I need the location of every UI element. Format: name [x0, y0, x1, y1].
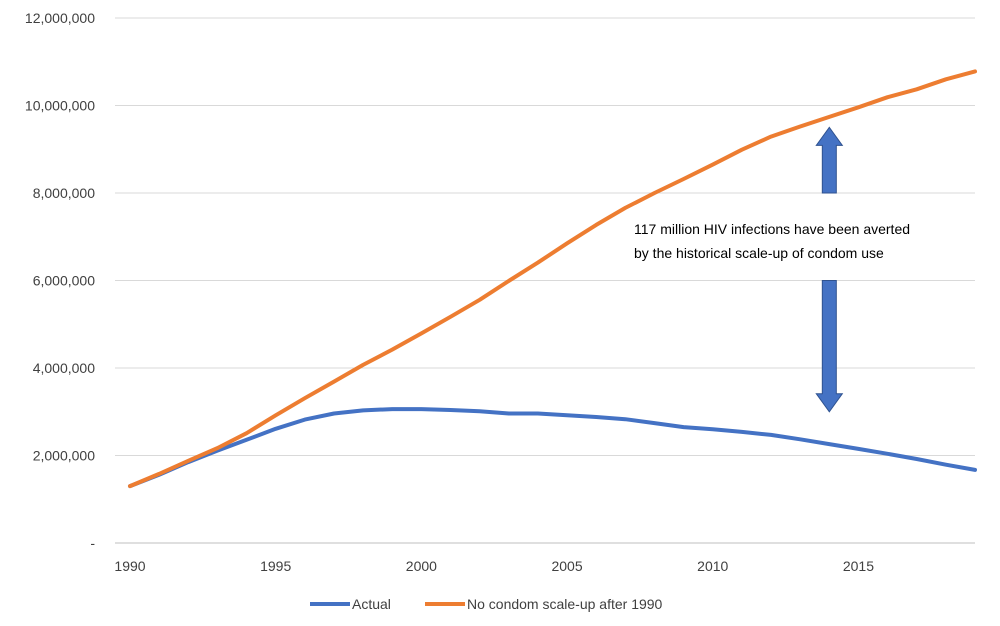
x-tick-label: 2010 [697, 558, 728, 574]
series-line-no-condom-scale-up [128, 69, 977, 489]
annotation-text-line: 117 million HIV infections have been ave… [634, 221, 910, 237]
y-tick-label: 12,000,000 [25, 10, 95, 26]
axes: - 2,000,000 4,000,000 6,000,000 8,000,000 10,… [25, 10, 975, 574]
y-tick-label: 2,000,000 [33, 448, 95, 464]
x-tick-label: 2015 [843, 558, 874, 574]
x-tick-label: 2005 [551, 558, 582, 574]
series [128, 69, 977, 489]
x-tick-label: 1990 [114, 558, 145, 574]
x-tick-label: 1995 [260, 558, 291, 574]
up-arrow [815, 126, 844, 194]
legend-item-no-condom-scale-up: No condom scale-up after 1990 [425, 596, 663, 612]
series-line-actual [128, 407, 977, 489]
legend-item-actual: Actual [310, 596, 391, 612]
x-tick-label: 2000 [406, 558, 437, 574]
y-tick-label: - [90, 535, 95, 551]
legend-label: Actual [352, 596, 391, 612]
legend-label: No condom scale-up after 1990 [467, 596, 663, 612]
legend: Actual No condom scale-up after 1990 [310, 596, 663, 612]
down-arrow [815, 280, 844, 413]
annotation-text-line: by the historical scale-up of condom use [634, 245, 884, 261]
y-tick-label: 8,000,000 [33, 185, 95, 201]
annotation: 117 million HIV infections have been ave… [634, 126, 910, 413]
y-tick-label: 4,000,000 [33, 360, 95, 376]
y-tick-label: 6,000,000 [33, 273, 95, 289]
y-tick-label: 10,000,000 [25, 98, 95, 114]
gridlines [115, 17, 975, 456]
